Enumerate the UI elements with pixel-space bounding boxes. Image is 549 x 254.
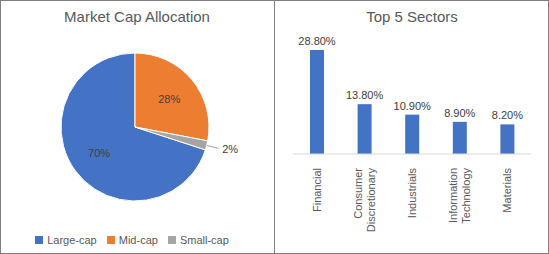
html-text:Market Cap Allocation: Market Cap Allocation [64, 8, 210, 25]
svg-text:Industrials: Industrials [406, 168, 418, 219]
svg-text:70%: 70% [88, 147, 110, 159]
svg-text:8.20%: 8.20% [492, 109, 523, 121]
svg-text:28%: 28% [158, 93, 180, 105]
svg-text:Information: Information [447, 168, 459, 223]
svg-text:2%: 2% [222, 143, 238, 155]
svg-text:13.80%: 13.80% [346, 89, 384, 101]
svg-text:Financial: Financial [311, 168, 323, 212]
svg-text:28.80%: 28.80% [298, 35, 336, 47]
html-text:Small-cap: Small-cap [179, 234, 229, 246]
html-text:Top 5 Sectors: Top 5 Sectors [366, 8, 458, 25]
svg-text:Materials: Materials [501, 168, 513, 213]
svg-text:Consumer: Consumer [352, 168, 364, 219]
svg-text:10.90%: 10.90% [394, 100, 432, 112]
svg-text:Discretionary: Discretionary [365, 168, 377, 233]
html-text:Mid-cap: Mid-cap [118, 234, 158, 246]
svg-text:Technology: Technology [460, 168, 472, 224]
svg-text:8.90%: 8.90% [444, 107, 475, 119]
html-text:Large-cap: Large-cap [47, 234, 97, 246]
